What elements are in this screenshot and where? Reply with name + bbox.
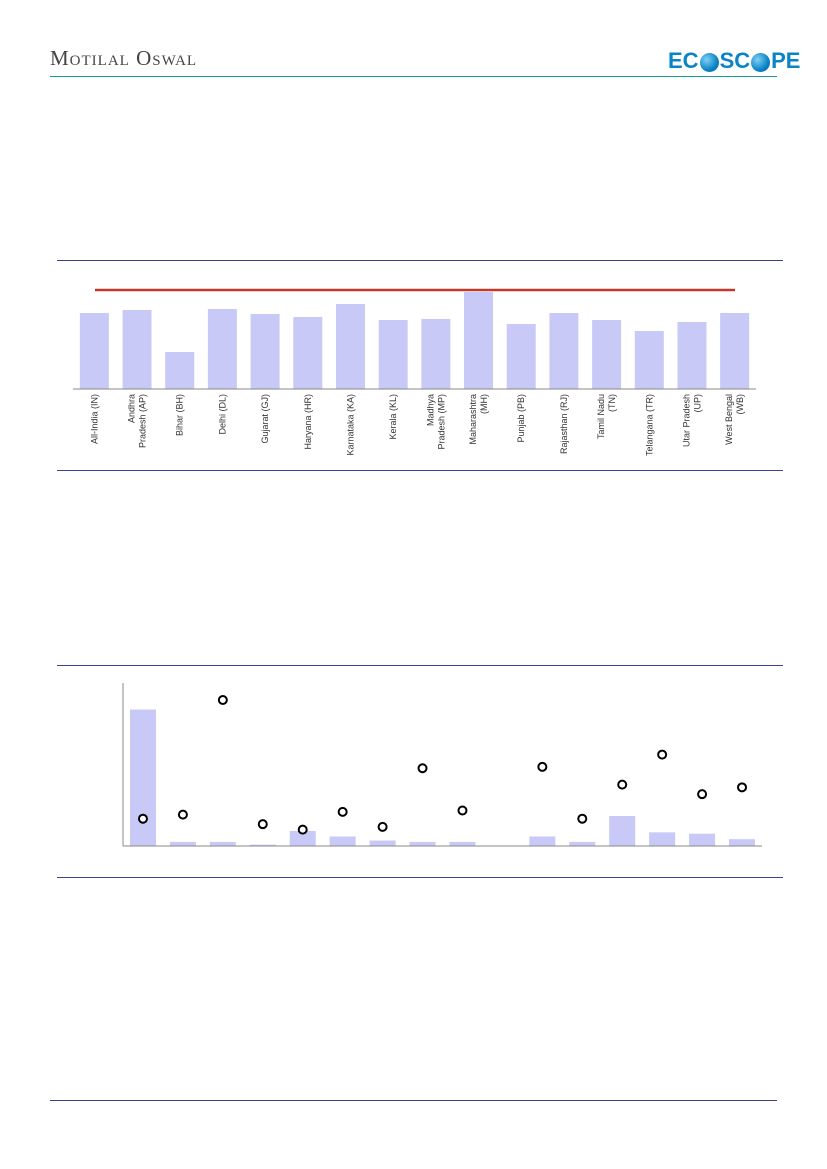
bar xyxy=(677,322,707,389)
bar xyxy=(165,352,195,389)
x-tick-label: Punjab (PB) xyxy=(516,394,526,443)
bar xyxy=(720,313,750,389)
bar xyxy=(169,841,196,846)
bar xyxy=(649,832,676,846)
marker xyxy=(337,806,348,817)
x-tick-label: Delhi (DL) xyxy=(217,394,227,435)
x-tick-label: West Bengal(WB) xyxy=(724,394,745,445)
marker xyxy=(257,819,268,830)
bar xyxy=(421,319,451,389)
x-tick-label: Karnataka (KA) xyxy=(345,394,355,456)
x-tick-label: Maharashtra(MH) xyxy=(468,394,489,445)
ecoscope-logo: EC SC PE xyxy=(668,48,800,74)
chart1-top-rule xyxy=(57,260,783,261)
x-tick-label: MadhyaPradesh (MP) xyxy=(425,394,446,450)
bar xyxy=(464,292,494,389)
bar xyxy=(209,841,236,846)
bar xyxy=(529,836,556,846)
bar xyxy=(378,320,408,389)
x-tick-label: Gujarat (GJ) xyxy=(260,394,270,444)
brand-name: Motilal Oswal xyxy=(50,46,198,70)
x-tick-label: Tamil Nadu(TN) xyxy=(596,394,617,439)
x-tick-label: Rajasthan (RJ) xyxy=(559,394,569,454)
marker xyxy=(297,824,308,835)
marker xyxy=(137,813,148,824)
marker xyxy=(537,761,548,772)
bar xyxy=(449,841,476,846)
chart2-bottom-rule xyxy=(57,877,783,878)
footer-rule xyxy=(50,1100,777,1101)
bar xyxy=(129,709,156,846)
globe-icon xyxy=(751,52,771,72)
x-tick-label: Bihar (BH) xyxy=(175,394,185,436)
x-tick-label: AndhraPradesh (AP) xyxy=(127,394,148,448)
marker xyxy=(737,782,748,793)
marker xyxy=(457,805,468,816)
marker xyxy=(657,749,668,760)
marker xyxy=(417,763,428,774)
chart1-bottom-rule xyxy=(57,470,783,471)
x-tick-label: Utar Pradesh(UP) xyxy=(681,394,702,447)
bar xyxy=(335,304,365,389)
marker xyxy=(217,695,228,706)
x-tick-label: Haryana (HR) xyxy=(303,394,313,450)
bar xyxy=(506,324,536,389)
marker xyxy=(177,809,188,820)
bar xyxy=(609,815,636,846)
bar xyxy=(293,317,323,389)
bar xyxy=(250,314,280,389)
marker xyxy=(697,789,708,800)
bar xyxy=(369,840,396,846)
bar xyxy=(409,841,436,846)
bar xyxy=(592,320,622,389)
globe-icon xyxy=(699,52,719,72)
bar xyxy=(569,841,596,846)
bar xyxy=(207,309,237,389)
bar xyxy=(79,313,109,389)
bar xyxy=(634,331,664,389)
marker xyxy=(617,779,628,790)
bar xyxy=(689,833,716,846)
bar xyxy=(122,310,152,389)
bar xyxy=(289,830,316,846)
logo-part-end: PE xyxy=(771,48,801,73)
x-tick-label: Telangana (TR) xyxy=(644,394,654,456)
marker xyxy=(577,813,588,824)
bar xyxy=(249,844,276,846)
logo-part-right: SC xyxy=(719,48,751,73)
header-divider xyxy=(50,76,777,77)
logo-part-left: EC xyxy=(668,48,699,73)
bar xyxy=(329,836,356,846)
bar xyxy=(729,839,756,846)
x-tick-label: Kerala (KL) xyxy=(388,394,398,440)
chart2-top-rule xyxy=(57,665,783,666)
bar xyxy=(549,313,579,389)
x-tick-label: All-India (IN) xyxy=(89,394,99,444)
marker xyxy=(377,821,388,832)
